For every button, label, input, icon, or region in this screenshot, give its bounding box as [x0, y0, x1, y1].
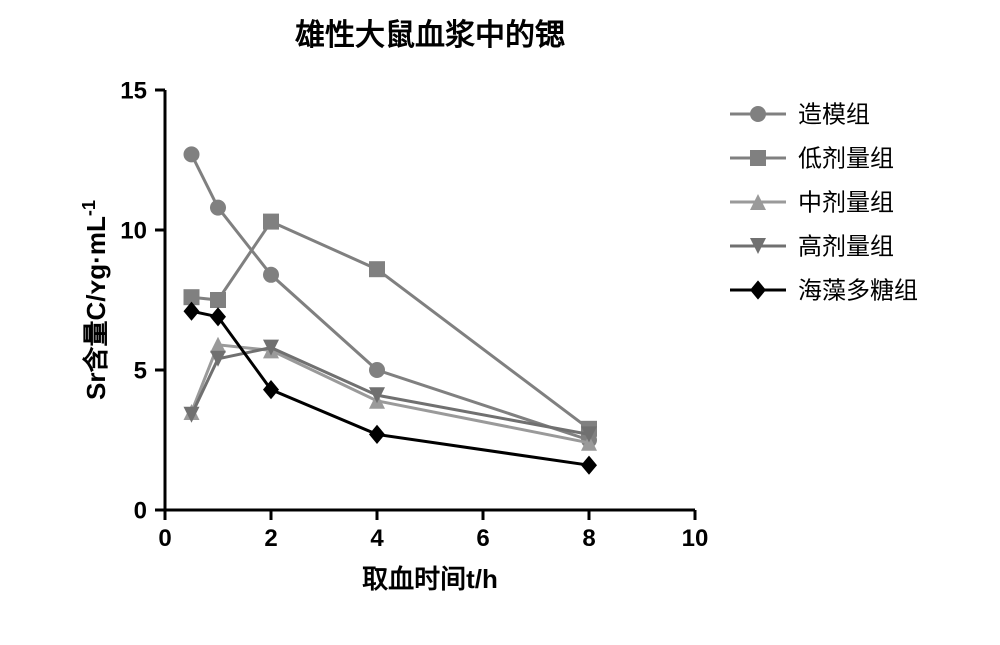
y-tick-label: 5 [134, 357, 147, 384]
x-tick-label: 2 [264, 525, 277, 552]
chart-title: 雄性大鼠血浆中的锶 [295, 18, 565, 52]
x-tick-label: 8 [582, 525, 595, 552]
y-tick-label: 15 [120, 77, 147, 104]
legend-item-label: 造模组 [798, 101, 870, 128]
legend-item-label: 海藻多糖组 [798, 277, 918, 304]
x-tick-label: 10 [682, 525, 709, 552]
y-tick-label: 10 [120, 217, 147, 244]
legend-item-label: 高剂量组 [798, 233, 894, 260]
chart-container: 雄性大鼠血浆中的锶 0 2 4 6 8 10 0 5 10 15 取血时间t/h Sr含量C/ʏg·mL… [0, 0, 1000, 645]
legend-item-label: 中剂量组 [798, 189, 894, 216]
legend-item-label: 低剂量组 [798, 145, 894, 172]
y-tick-label: 0 [134, 497, 147, 524]
y-axis-label: Sr含量C/ʏg·mL-1 [79, 200, 111, 400]
x-axis-label: 取血时间t/h [362, 564, 498, 594]
chart-svg: 雄性大鼠血浆中的锶 0 2 4 6 8 10 0 5 10 15 取血时间t/h Sr含量C/ʏg·mL… [0, 0, 1000, 645]
x-tick-label: 4 [370, 525, 384, 552]
x-tick-label: 6 [476, 525, 489, 552]
x-tick-label: 0 [158, 525, 171, 552]
